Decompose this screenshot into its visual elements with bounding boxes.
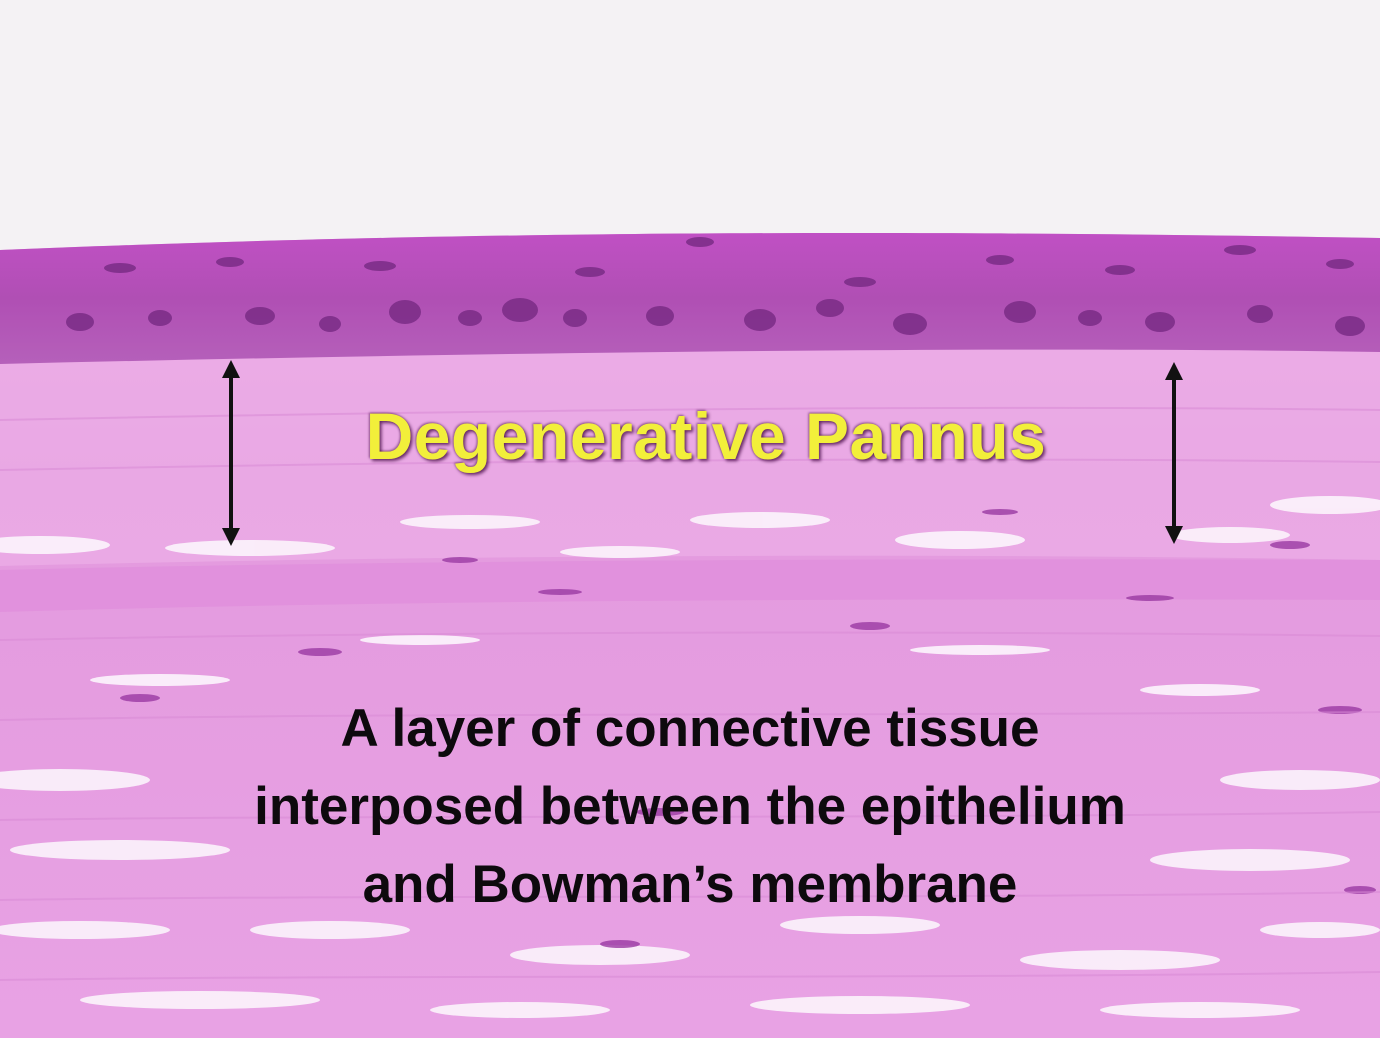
- double-arrow-icon: [1165, 362, 1183, 544]
- epithelium: [0, 233, 1380, 364]
- caption-line: interposed between the epithelium: [254, 777, 1126, 836]
- stromal-fibers: [0, 406, 1380, 981]
- double-arrow-icon: [222, 360, 240, 546]
- bowman-layer: [0, 559, 1380, 612]
- keratocyte-nuclei: [120, 509, 1376, 948]
- slide-caption: A layer of connective tissue interposed …: [0, 690, 1380, 924]
- slide-title: Degenerative Pannus: [365, 399, 1047, 473]
- pannus-band: [0, 344, 1380, 566]
- epithelial-nuclei: [66, 237, 1365, 336]
- caption-line: and Bowman’s membrane: [362, 855, 1018, 914]
- stromal-clefts: [0, 496, 1380, 1018]
- caption-line: A layer of connective tissue: [340, 699, 1040, 758]
